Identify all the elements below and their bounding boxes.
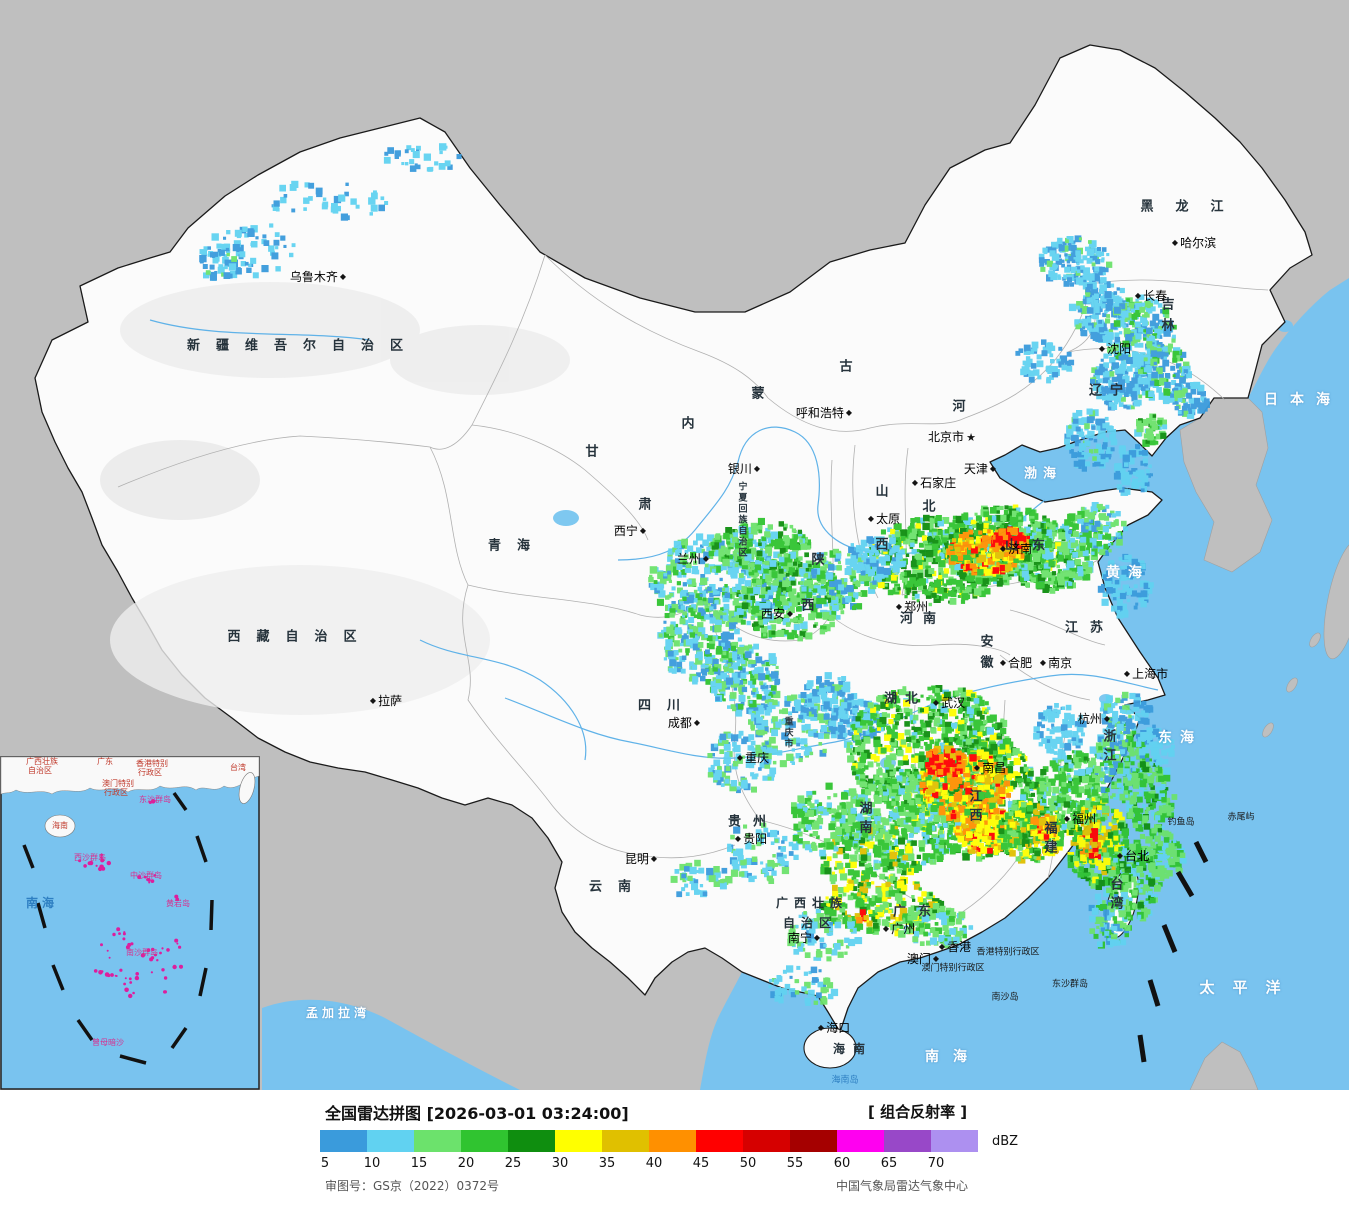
scale-swatch-30: [555, 1130, 602, 1152]
sea-boundary-dashes: [1137, 840, 1209, 1063]
scale-value-50: 50: [739, 1156, 757, 1171]
scale-value-10: 10: [363, 1156, 381, 1171]
south-china-sea-inset: [0, 756, 260, 1090]
foreign-land: [1179, 397, 1349, 1090]
hainan-island: [803, 1027, 857, 1069]
scale-swatch-65: [884, 1130, 931, 1152]
scale-swatch-10: [367, 1130, 414, 1152]
nine-dash-line: [22, 791, 214, 1065]
map-canvas: [0, 0, 1349, 1090]
scale-swatch-25: [508, 1130, 555, 1152]
map-title: 全国雷达拼图 [2026-03-01 03:24:00]: [325, 1104, 629, 1123]
scale-value-35: 35: [598, 1156, 616, 1171]
scale-value-15: 15: [410, 1156, 428, 1171]
legend-panel: 全国雷达拼图 [2026-03-01 03:24:00] [ 组合反射率 ] d…: [0, 1090, 1349, 1208]
scale-value-30: 30: [551, 1156, 569, 1171]
scale-swatch-55: [790, 1130, 837, 1152]
scale-value-20: 20: [457, 1156, 475, 1171]
scale-swatch-35: [602, 1130, 649, 1152]
scale-value-60: 60: [833, 1156, 851, 1171]
scale-value-45: 45: [692, 1156, 710, 1171]
scale-value-25: 25: [504, 1156, 522, 1171]
scale-swatch-45: [696, 1130, 743, 1152]
scale-value-65: 65: [880, 1156, 898, 1171]
scale-value-40: 40: [645, 1156, 663, 1171]
scale-swatch-60: [837, 1130, 884, 1152]
unit-label: dBZ: [992, 1134, 1019, 1149]
scale-swatch-20: [461, 1130, 508, 1152]
credit-label: 中国气象局雷达气象中心: [836, 1179, 969, 1193]
color-scale-values: 5 10 15 20 25 30 35 40 45 50 55 60 65 70: [0, 1156, 1349, 1172]
radar-echo-layer: [199, 143, 1210, 1006]
inset-island-dots: [78, 799, 183, 999]
scale-swatch-5: [320, 1130, 367, 1152]
scale-value-55: 55: [786, 1156, 804, 1171]
scale-swatch-40: [649, 1130, 696, 1152]
scale-swatch-15: [414, 1130, 461, 1152]
scale-swatch-70: [931, 1130, 978, 1152]
scale-value-70: 70: [927, 1156, 945, 1171]
china-radar-map: 黑龙江 吉林 辽宁内蒙古河北山西山东 河南陕西甘肃宁夏回族自治区 青海 新疆维吾尔自治区西…: [0, 0, 1349, 1090]
product-label: [ 组合反射率 ]: [868, 1103, 968, 1121]
color-scale-bar: [320, 1130, 978, 1152]
approval-number: 审图号：GS京（2022）0372号: [325, 1179, 499, 1193]
scale-value-5: 5: [320, 1156, 330, 1171]
terrain-shading: [100, 282, 570, 715]
scale-swatch-50: [743, 1130, 790, 1152]
